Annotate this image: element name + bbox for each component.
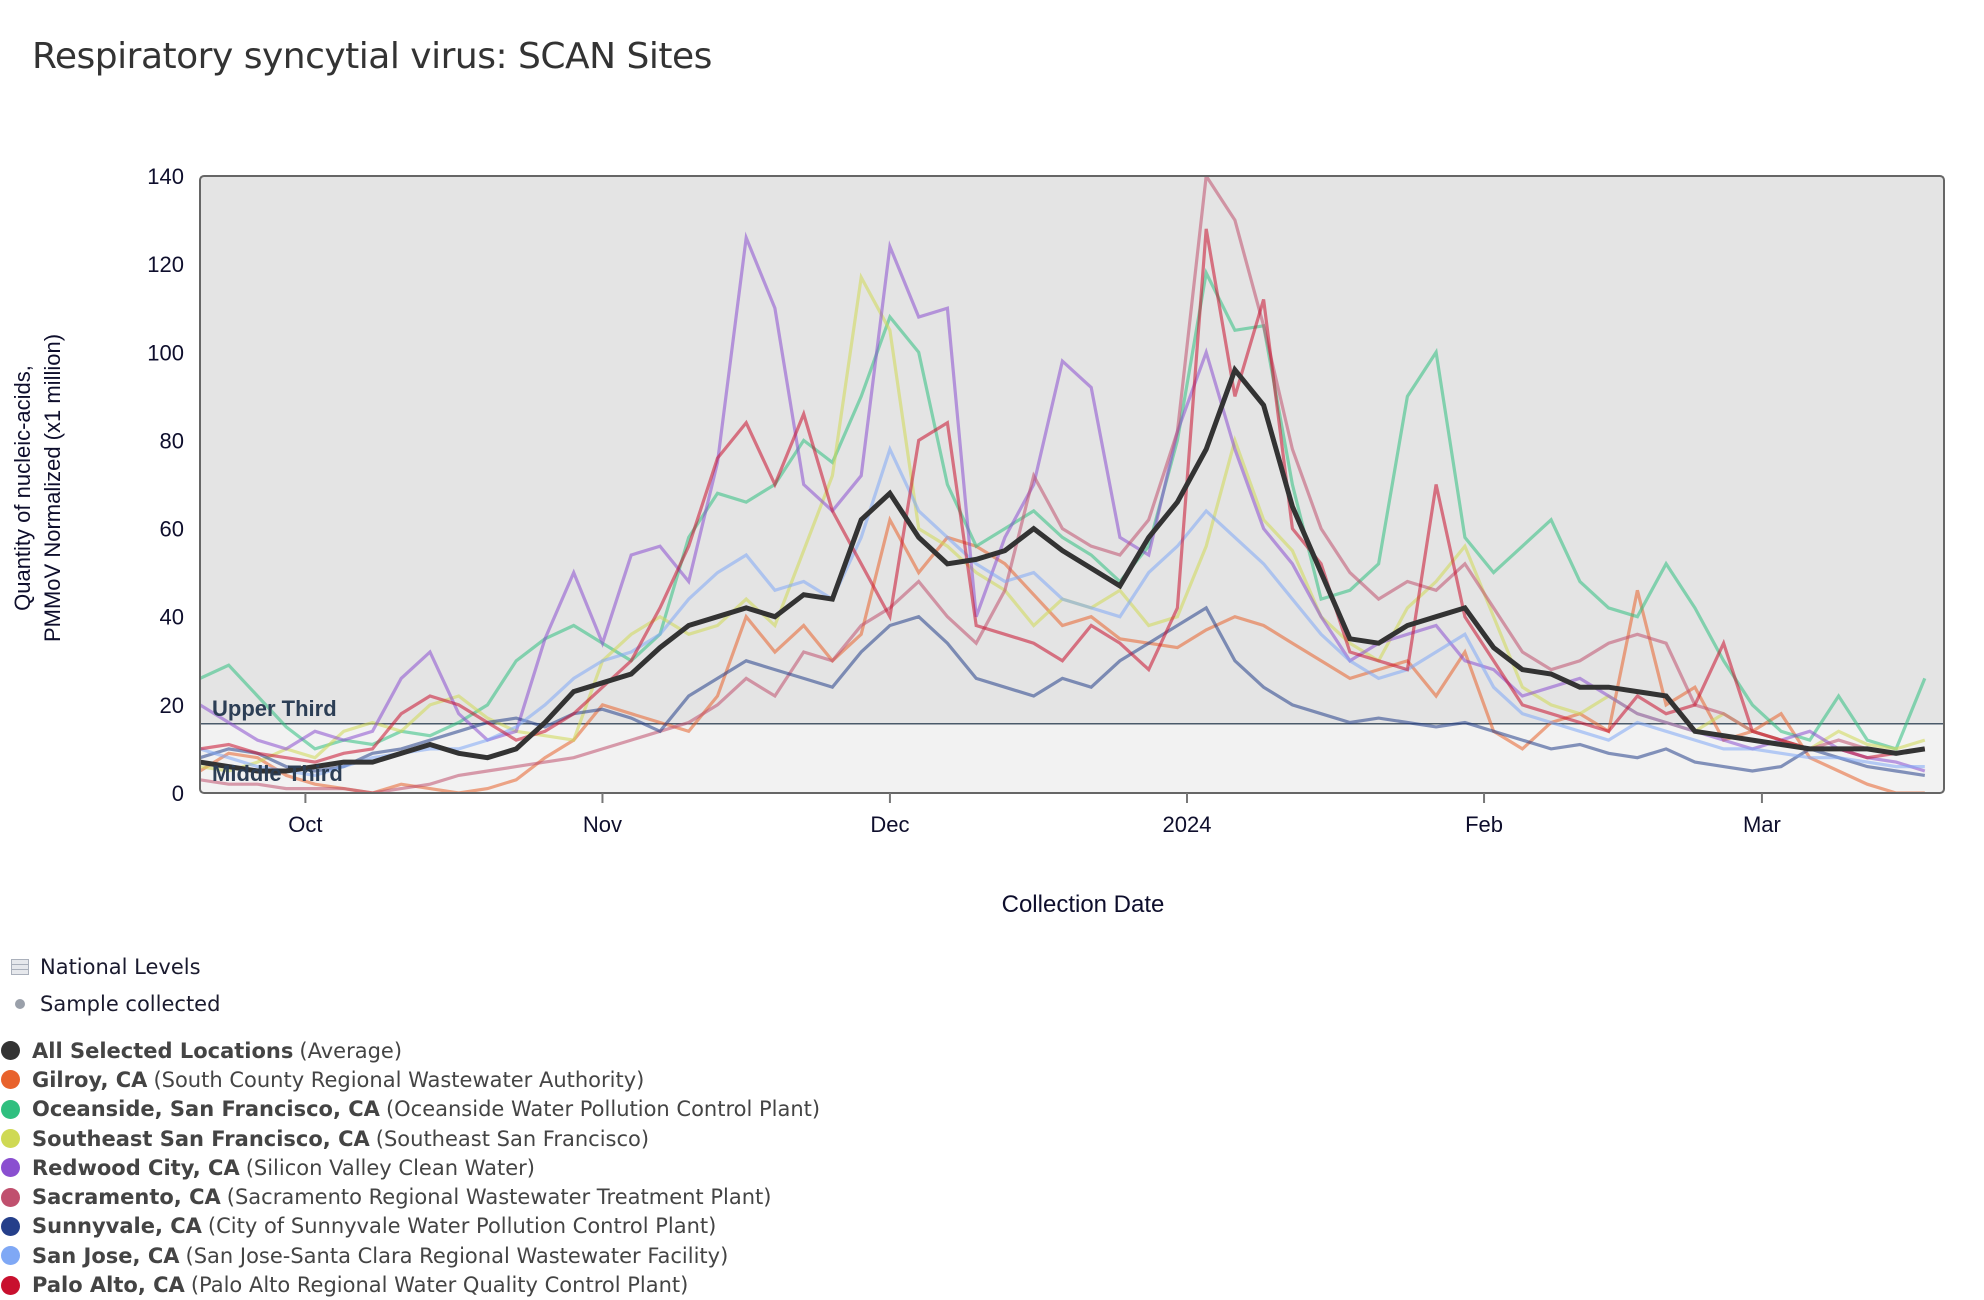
- legend-series-item[interactable]: Redwood City, CA (Silicon Valley Clean Wa…: [0, 1153, 820, 1182]
- y-axis-label-line-2: PMMoV Normalized (x1 million): [40, 334, 65, 642]
- y-tick-label: 120: [147, 252, 184, 277]
- y-tick-label: 140: [147, 164, 184, 189]
- plot-frame: [199, 175, 1945, 794]
- legend-series-item[interactable]: Gilroy, CA (South County Regional Wastewa…: [0, 1065, 820, 1094]
- legend-series-name: Gilroy, CA: [32, 1067, 148, 1092]
- band-middle-third: [200, 723, 1944, 793]
- legend-series-name: Southeast San Francisco, CA: [32, 1126, 370, 1151]
- band-label-middle-third: Middle Third: [212, 761, 343, 786]
- legend-national-levels[interactable]: National Levels: [0, 948, 820, 985]
- series-color-dot-icon: [1, 1216, 20, 1236]
- series-legend-list: All Selected Locations (Average) Gilroy, C…: [0, 1036, 820, 1300]
- x-tick-label: Mar: [1743, 812, 1781, 837]
- series-color-dot-icon: [1, 1158, 20, 1178]
- legend-series-site: (South County Regional Wastewater Author…: [153, 1067, 645, 1092]
- legend-series-name: Sacramento, CA: [32, 1185, 221, 1210]
- legend-series-name: San Jose, CA: [32, 1243, 180, 1268]
- y-axis-label-line-1: Quantity of nucleic-acids,: [10, 365, 35, 611]
- y-tick-label: 80: [160, 428, 184, 453]
- series-color-dot-icon: [1, 1275, 20, 1295]
- y-tick-label: 0: [172, 781, 184, 806]
- sample-dot-icon: [15, 998, 25, 1009]
- legend-series-site: (Palo Alto Regional Water Quality Contro…: [190, 1273, 689, 1298]
- legend-series-name: Oceanside, San Francisco, CA: [32, 1097, 380, 1122]
- series-color-dot-icon: [1, 1246, 20, 1266]
- legend-series-site: (City of Sunnyvale Water Pollution Contr…: [207, 1214, 717, 1239]
- series-color-dot-icon: [1, 1041, 20, 1061]
- legend-series-site: (San Jose-Santa Clara Regional Wastewate…: [185, 1243, 729, 1268]
- x-tick-label: Oct: [288, 812, 322, 837]
- legend-series-item[interactable]: San Jose, CA (San Jose-Santa Clara Region…: [0, 1241, 820, 1270]
- series-line-gilroy-ca[interactable]: [200, 515, 1925, 793]
- national-levels-bands: [200, 176, 1944, 793]
- x-axis: Oct Nov Dec 2024 Feb Mar: [288, 793, 1781, 837]
- series-color-dot-icon: [1, 1099, 20, 1119]
- series-color-dot-icon: [1, 1070, 20, 1090]
- y-tick-label: 20: [160, 693, 184, 718]
- legend-series-name: All Selected Locations: [32, 1038, 294, 1063]
- legend: National Levels Sample collected All Sel…: [0, 948, 820, 1300]
- series-line-sacramento-ca[interactable]: [200, 176, 1926, 793]
- y-tick-label: 100: [147, 340, 184, 365]
- series-line-oceanside-san-francisco-ca[interactable]: [200, 267, 1927, 751]
- legend-series-name: Palo Alto, CA: [32, 1273, 185, 1298]
- legend-series-site: (Southeast San Francisco): [375, 1126, 650, 1151]
- x-tick-label: Nov: [583, 812, 622, 837]
- x-tick-label: Feb: [1465, 812, 1503, 837]
- x-tick-label: Dec: [870, 812, 909, 837]
- legend-sample-collected-label: Sample collected: [40, 991, 221, 1016]
- page-title: Respiratory syncytial virus: SCAN Sites: [32, 36, 712, 77]
- x-axis-label: Collection Date: [1002, 891, 1165, 918]
- legend-series-item[interactable]: Sacramento, CA (Sacramento Regional Waste…: [0, 1182, 820, 1211]
- series-line-palo-alto-ca[interactable]: [200, 228, 1926, 764]
- series-color-dot-icon: [1, 1187, 20, 1207]
- series-line-san-jose-ca[interactable]: [200, 444, 1925, 778]
- legend-national-levels-label: National Levels: [40, 954, 201, 979]
- legend-series-site: (Sacramento Regional Wastewater Treatmen…: [226, 1185, 772, 1210]
- band-upper-third: [200, 176, 1944, 724]
- series-line-all-selected-locations[interactable]: [200, 364, 1926, 774]
- legend-series-name: Redwood City, CA: [32, 1155, 240, 1180]
- y-tick-label: 40: [160, 605, 184, 630]
- y-axis: 0 20 40 60 80 100 120 140: [147, 164, 184, 806]
- chart: 0 20 40 60 80 100 120 140 Oct Nov Dec 2024 Feb Mar Q…: [10, 164, 1945, 918]
- legend-series-site: (Silicon Valley Clean Water): [245, 1155, 535, 1180]
- legend-sample-collected[interactable]: Sample collected: [0, 985, 820, 1022]
- series-color-dot-icon: [1, 1129, 20, 1149]
- series-lines: [200, 176, 1927, 793]
- x-tick-label: 2024: [1163, 812, 1212, 837]
- legend-series-item[interactable]: Palo Alto, CA (Palo Alto Regional Water Q…: [0, 1270, 820, 1299]
- legend-series-site: (Average): [299, 1038, 403, 1063]
- legend-series-name: Sunnyvale, CA: [32, 1214, 202, 1239]
- band-labels: Upper Third Middle Third: [212, 696, 343, 786]
- legend-series-item[interactable]: All Selected Locations (Average): [0, 1036, 820, 1065]
- legend-series-item[interactable]: Sunnyvale, CA (City of Sunnyvale Water Po…: [0, 1212, 820, 1241]
- legend-series-item[interactable]: Oceanside, San Francisco, CA (Oceanside W…: [0, 1095, 820, 1124]
- band-label-upper-third: Upper Third: [212, 696, 337, 721]
- national-levels-icon: [11, 958, 29, 975]
- legend-series-item[interactable]: Southeast San Francisco, CA (Southeast Sa…: [0, 1124, 820, 1153]
- legend-series-site: (Oceanside Water Pollution Control Plant…: [385, 1097, 821, 1122]
- y-tick-label: 60: [160, 517, 184, 542]
